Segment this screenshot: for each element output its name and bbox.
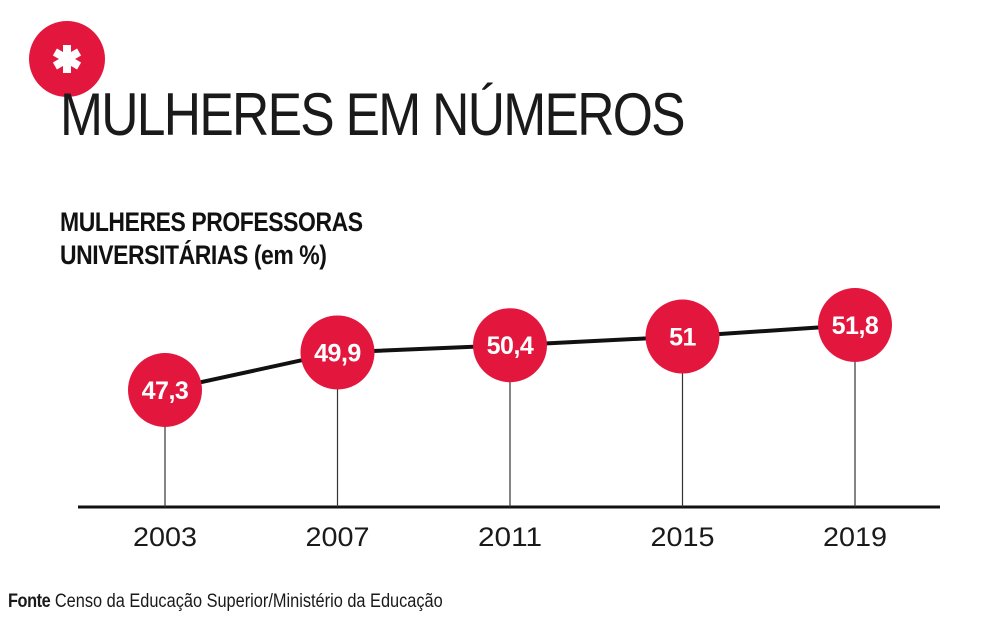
data-point — [300, 315, 375, 390]
asterisk-badge — [29, 21, 105, 97]
data-label: 47,3 — [142, 377, 189, 405]
data-label: 51,8 — [832, 312, 879, 340]
chart-title: MULHERES PROFESSORAS UNIVERSITÁRIAS (em … — [60, 206, 363, 272]
data-point — [818, 288, 892, 362]
x-tick-label: 2015 — [651, 522, 715, 552]
source-label: Fonte — [8, 591, 51, 612]
page-title: MULHERES EM NÚMEROS — [60, 81, 686, 148]
data-point — [128, 353, 202, 427]
source-note: Fonte Censo da Educação Superior/Ministé… — [8, 590, 443, 614]
data-point — [473, 308, 547, 383]
chart-title-line-1: MULHERES PROFESSORAS — [60, 207, 363, 237]
chart-title-line-2: UNIVERSITÁRIAS (em %) — [60, 240, 327, 270]
asterisk-icon — [52, 45, 82, 73]
x-tick-label: 2019 — [823, 522, 887, 552]
data-label: 51 — [669, 324, 696, 352]
data-label: 49,9 — [314, 339, 361, 367]
data-point — [645, 299, 720, 374]
x-tick-label: 2007 — [306, 522, 370, 552]
source-text: Censo da Educação Superior/Ministério da… — [54, 591, 443, 612]
x-tick-label: 2003 — [133, 522, 197, 552]
data-label: 50,4 — [487, 332, 534, 360]
x-tick-label: 2011 — [478, 522, 542, 552]
